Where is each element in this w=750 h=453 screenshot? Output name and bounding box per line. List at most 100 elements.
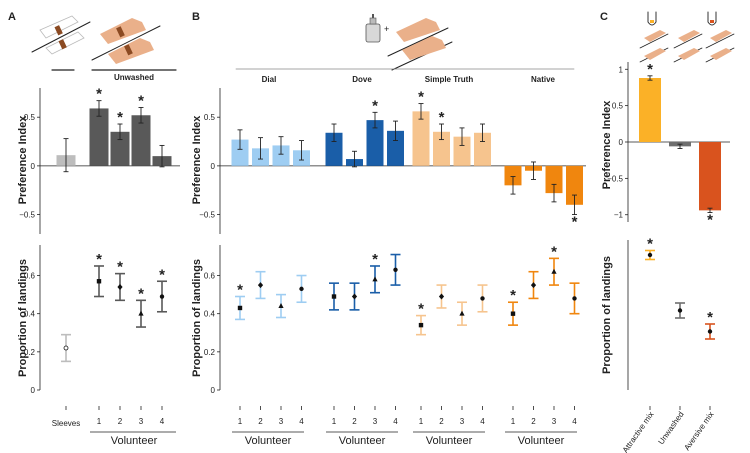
- arm-skin-icon: [639, 30, 735, 63]
- c-xtick-label: Attractive mix: [621, 410, 656, 453]
- c-xtick-label: Aversive mix: [682, 410, 715, 452]
- a-xtick-label: 1: [97, 417, 102, 426]
- c-top-ytick-label: 1: [619, 65, 624, 74]
- c-top-significance-star: *: [707, 212, 713, 229]
- b-bottom-simple-truth-xtick-label: 2: [439, 417, 444, 426]
- panel-c-preference-plot: −1 −0.5 0 0.5 1 * *: [607, 61, 730, 229]
- b-bottom-dove-marker: [331, 294, 337, 299]
- b-bottom-dial-significance-star: *: [237, 282, 243, 299]
- a-bottom-ytick-label: 0.4: [24, 310, 36, 319]
- b-bottom-dove-xtick-label: 4: [393, 417, 398, 426]
- b-bottom-simple-truth-marker: [418, 322, 424, 328]
- b-bottom-simple-truth-marker: [480, 296, 485, 301]
- c-top-ylabel: Preference Index: [601, 100, 613, 190]
- b-bottom-dial-marker: [257, 282, 264, 289]
- b-top-native-significance-star: *: [572, 214, 578, 231]
- a-volunteer-xlabel: Volunteer: [111, 435, 158, 447]
- a-bottom-significance-star: *: [96, 251, 102, 268]
- c-bottom-marker: [647, 252, 653, 258]
- b-bottom-dial-xtick-label: 3: [279, 417, 284, 426]
- b-bottom-native-xtick-label: 3: [552, 417, 557, 426]
- panel-a-landings-plot: 0 0.2 0.4 0.6 * * * * 1 2 3 4: [24, 245, 167, 426]
- b-bottom-ytick-label: 0: [211, 386, 216, 395]
- b-bottom-simple-truth-xtick-label: 1: [419, 417, 424, 426]
- b-top-simple-truth-bar: [433, 131, 450, 166]
- b-bottom-native-significance-star: *: [510, 287, 516, 304]
- sleeves-xlabel: Sleeves: [52, 419, 80, 428]
- b-bottom-dove-marker: [372, 276, 378, 282]
- b-top-dove-bar: [366, 120, 384, 166]
- a-bottom-significance-star: *: [117, 259, 123, 276]
- dove-volunteer-xlabel: Volunteer: [339, 435, 386, 447]
- c-bottom-significance-star: *: [707, 309, 713, 326]
- plus-sign: +: [384, 24, 389, 34]
- group-header-simple-truth: Simple Truth: [425, 75, 474, 84]
- panel-label-b: B: [192, 11, 200, 23]
- illustration-panel-a: Unwashed: [31, 15, 177, 82]
- a-top-significance-star: *: [117, 109, 123, 126]
- b-top-simple-truth-bar: [474, 132, 491, 166]
- a-bottom-ytick-label: 0.2: [24, 348, 36, 357]
- illustration-panel-c: [639, 11, 735, 63]
- a-bottom-marker: [117, 283, 123, 290]
- a-top-ylabel: Preference Index: [17, 115, 29, 205]
- b-top-dial-bar: [272, 145, 290, 166]
- b-bottom-simple-truth-xtick-label: 3: [460, 417, 465, 426]
- panel-b-preference-plot: −0.5 0 0.5 * * * *: [199, 88, 586, 234]
- b-top-ytick-label: −0.5: [199, 211, 215, 220]
- panel-a-preference-plot: −0.5 0 0.5 * * *: [19, 86, 180, 234]
- b-bottom-simple-truth-marker: [459, 310, 465, 316]
- panel-label-c: C: [600, 11, 608, 23]
- a-top-ytick-label: 0: [31, 162, 36, 171]
- arm-skin-icon: [387, 18, 453, 71]
- b-bottom-dove-significance-star: *: [372, 251, 378, 268]
- a-xtick-label: 3: [139, 417, 144, 426]
- illustration-panel-b: +: [235, 14, 575, 71]
- b-bottom-simple-truth-marker: [438, 293, 445, 300]
- c-top-bar: [639, 78, 661, 142]
- b-top-dove-bar: [325, 132, 343, 166]
- attractive-vial-icon: [647, 11, 657, 26]
- b-top-ytick-label: 0: [211, 162, 216, 171]
- native-volunteer-xlabel: Volunteer: [518, 435, 565, 447]
- a-bottom-marker: [63, 345, 69, 351]
- b-top-simple-truth-significance-star: *: [418, 89, 424, 106]
- a-top-ytick-label: 0.5: [24, 113, 36, 122]
- b-bottom-simple-truth-xtick-label: 4: [480, 417, 485, 426]
- b-top-dial-bar: [231, 139, 249, 166]
- a-top-bar: [131, 115, 151, 166]
- a-xtick-label: 4: [160, 417, 165, 426]
- c-xtick-label: Unwashed: [657, 410, 686, 446]
- arm-skin-icon: [91, 18, 161, 64]
- panel-label-a: A: [8, 11, 16, 23]
- a-bottom-marker: [138, 310, 144, 316]
- c-top-bar: [699, 142, 721, 211]
- a-top-bar: [89, 108, 109, 166]
- a-bottom-significance-star: *: [159, 266, 165, 283]
- c-bottom-ylabel: Proportion of landings: [601, 256, 613, 374]
- b-bottom-dove-marker: [351, 293, 358, 300]
- b-bottom-native-significance-star: *: [551, 243, 557, 260]
- simple-truth-volunteer-xlabel: Volunteer: [426, 435, 473, 447]
- a-top-bar: [110, 131, 130, 166]
- c-bottom-marker: [677, 308, 683, 313]
- b-bottom-dove-xtick-label: 2: [352, 417, 357, 426]
- b-top-dove-bar: [387, 130, 404, 166]
- a-bottom-significance-star: *: [138, 285, 144, 302]
- b-top-native-bar: [545, 165, 563, 194]
- b-bottom-native-xtick-label: 4: [572, 417, 577, 426]
- b-bottom-simple-truth-significance-star: *: [418, 301, 424, 318]
- b-bottom-dove-marker: [393, 267, 398, 273]
- group-header-dove: Dove: [352, 75, 372, 84]
- b-bottom-dial-xtick-label: 1: [238, 417, 243, 426]
- b-bottom-dial-xtick-label: 2: [258, 417, 263, 426]
- b-bottom-ytick-label: 0.6: [204, 272, 216, 281]
- b-bottom-dove-xtick-label: 1: [332, 417, 337, 426]
- b-top-ylabel: Preference Index: [191, 115, 203, 205]
- b-bottom-native-marker: [572, 296, 577, 301]
- c-top-ytick-label: 0: [619, 138, 624, 147]
- b-top-ytick-label: 0.5: [204, 113, 216, 122]
- soap-bottle-icon: [365, 14, 381, 43]
